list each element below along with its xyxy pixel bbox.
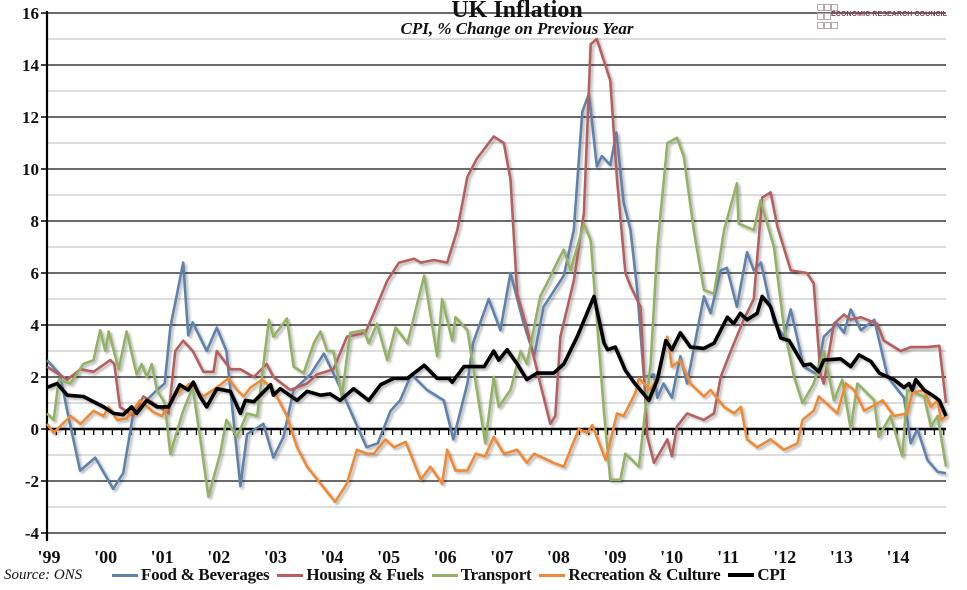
legend-item-recreation: Recreation & Culture <box>539 565 721 585</box>
x-tick-label: '06 <box>434 547 457 567</box>
x-tick-label: '04 <box>320 547 343 567</box>
series-line-food-beverages <box>46 92 947 491</box>
x-tick-label: '13 <box>830 547 853 567</box>
legend-label: Food & Beverages <box>141 565 270 584</box>
y-tick-label: 0 <box>31 420 40 439</box>
legend-swatch <box>431 573 458 577</box>
series-line-transport <box>46 136 948 498</box>
x-tick-label: '01 <box>151 547 174 567</box>
x-tick-label: '12 <box>773 547 796 567</box>
y-tick-label: -4 <box>25 524 40 543</box>
y-tick-label: 14 <box>22 56 40 75</box>
legend-label: Housing & Fuels <box>306 565 424 584</box>
y-tick-label: -2 <box>25 472 39 491</box>
legend-item-cpi: CPI <box>728 565 786 585</box>
x-tick-label: '08 <box>547 547 570 567</box>
series-line-cpi <box>46 294 948 417</box>
x-tick-label: '99 <box>37 547 60 567</box>
legend-label: Transport <box>460 565 532 584</box>
series-line-housing-fuels <box>46 37 948 465</box>
x-tick-label: '09 <box>603 547 626 567</box>
legend-item-transport: Transport <box>431 565 532 585</box>
legend-label: Recreation & Culture <box>568 565 721 584</box>
x-tick-label: '10 <box>660 547 683 567</box>
legend-swatch <box>539 573 566 577</box>
y-tick-label: 8 <box>31 212 40 231</box>
y-tick-label: 2 <box>31 368 40 387</box>
y-tick-label: 12 <box>22 108 39 127</box>
y-tick-label: 16 <box>22 4 39 23</box>
legend-swatch <box>112 573 138 577</box>
legend: Food & Beverages Housing & Fuels Transpo… <box>112 565 794 585</box>
source-note: Source: ONS <box>4 567 83 583</box>
erc-logo: ECONOMIC RESEARCH COUNCIL <box>817 4 967 32</box>
logo-text: ECONOMIC RESEARCH COUNCIL <box>831 11 948 18</box>
legend-swatch <box>277 573 304 577</box>
x-tick-label: '05 <box>377 547 400 567</box>
legend-swatch <box>728 573 755 577</box>
legend-item-food: Food & Beverages <box>112 565 270 585</box>
legend-item-housing: Housing & Fuels <box>277 565 424 585</box>
legend-label: CPI <box>757 565 786 584</box>
chart-subtitle: CPI, % Change on Previous Year <box>400 19 634 38</box>
series-line-recreation-culture <box>45 335 947 504</box>
y-axis-labels: 16 14 12 10 8 6 4 2 0 -2 -4 <box>22 4 40 543</box>
x-tick-label: '00 <box>94 547 117 567</box>
x-tick-label: '11 <box>717 547 739 567</box>
y-tick-label: 10 <box>22 160 39 179</box>
series-lines <box>45 37 948 504</box>
x-tick-label: '07 <box>490 547 513 567</box>
x-tick-label: '02 <box>207 547 230 567</box>
y-tick-label: 4 <box>31 316 40 335</box>
y-tick-label: 6 <box>31 264 40 283</box>
x-tick-label: '03 <box>264 547 287 567</box>
x-axis-labels: '99 '00 '01 '02 '03 '04 '05 '06 '07 '08 '09 '10 '11 '… <box>37 547 909 567</box>
x-tick-label: '14 <box>886 547 909 567</box>
chart-title: UK Inflation <box>451 0 583 23</box>
gridlines <box>47 12 946 534</box>
